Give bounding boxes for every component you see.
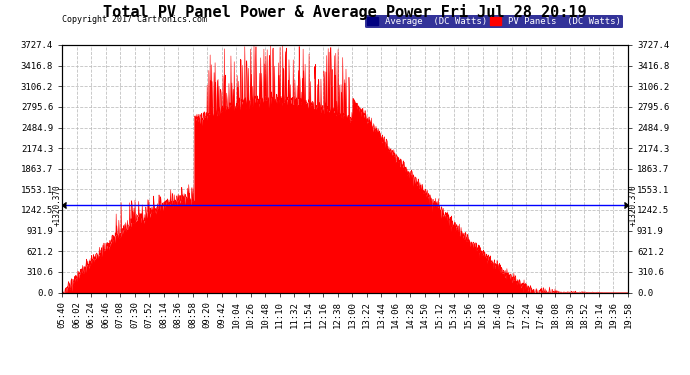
Legend: Average  (DC Watts), PV Panels  (DC Watts): Average (DC Watts), PV Panels (DC Watts) xyxy=(365,15,623,28)
Text: +1320.370: +1320.370 xyxy=(629,184,638,226)
Text: Total PV Panel Power & Average Power Fri Jul 28 20:19: Total PV Panel Power & Average Power Fri… xyxy=(104,4,586,20)
Text: Copyright 2017 Cartronics.com: Copyright 2017 Cartronics.com xyxy=(62,15,207,24)
Text: +1320.370: +1320.370 xyxy=(52,184,61,226)
